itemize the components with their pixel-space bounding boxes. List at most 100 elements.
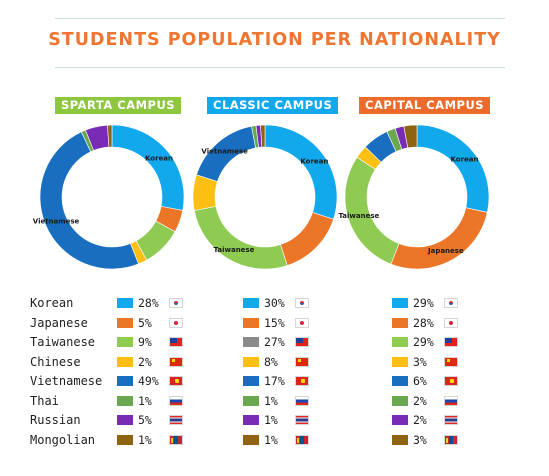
color-swatch [392, 317, 408, 328]
percentage-value: 28% [413, 315, 434, 330]
mongolia-flag-icon [295, 434, 309, 445]
color-swatch [117, 356, 133, 367]
pct-cell-taiwanese-sparta: 9% [117, 334, 183, 350]
percentage-value: 3% [413, 432, 427, 447]
donut-slice-classic-taiwanese [193, 206, 288, 270]
percentage-value: 1% [138, 393, 152, 408]
nationality-label-russian: Russian [30, 413, 81, 427]
pct-cell-korean-capital: 29% [392, 295, 458, 311]
russia-flag-icon [295, 395, 309, 406]
donut-slice-capital-japanese [390, 207, 488, 270]
color-swatch [392, 376, 408, 386]
nationality-label-thai: Thai [30, 393, 59, 408]
color-swatch [392, 298, 408, 308]
pct-cell-chinese-sparta: 2% [117, 354, 183, 370]
percentage-value: 27% [264, 335, 285, 349]
color-swatch [117, 317, 133, 328]
pct-cell-vietnamese-capital: 6% [392, 373, 458, 389]
donut-label-classic-taiwanese: Taiwanese [214, 246, 255, 254]
color-swatch [117, 415, 133, 425]
pct-cell-taiwanese-classic: 27% [243, 334, 309, 350]
percentage-value: 17% [264, 374, 285, 388]
color-swatch [243, 337, 259, 347]
donut-label-capital-korean: Korean [451, 155, 479, 163]
pct-cell-japanese-sparta: 5% [117, 315, 183, 331]
percentage-value: 8% [264, 354, 278, 369]
donut-slice-capital-taiwanese [344, 156, 400, 265]
color-swatch [243, 415, 259, 425]
pct-cell-taiwanese-capital: 29% [392, 334, 458, 350]
color-swatch [392, 434, 408, 445]
color-swatch [243, 298, 259, 308]
percentage-value: 28% [138, 296, 159, 310]
pct-cell-thai-sparta: 1% [117, 393, 183, 409]
thailand-flag-icon [444, 415, 458, 425]
bottom-divider [55, 67, 505, 68]
percentage-value: 3% [413, 354, 427, 369]
percentage-value: 2% [413, 413, 427, 427]
donut-charts: Korean Vietnamese Korean Taiwanese Vietnames… [33, 124, 490, 270]
pct-cell-thai-classic: 1% [243, 393, 309, 409]
taiwan-flag-icon [444, 337, 458, 347]
donut-label-sparta-korean: Korean [145, 155, 173, 163]
taiwan-flag-icon [295, 337, 309, 347]
vietnam-flag-icon [444, 376, 458, 386]
china-flag-icon [169, 356, 183, 367]
percentage-value: 1% [264, 432, 278, 447]
nationality-label-chinese: Chinese [30, 354, 81, 369]
percentage-value: 29% [413, 296, 434, 310]
korea-flag-icon [444, 298, 458, 308]
percentage-value: 15% [264, 315, 285, 330]
top-divider [55, 18, 505, 19]
percentage-value: 5% [138, 315, 152, 330]
nationality-label-vietnamese: Vietnamese [30, 374, 103, 388]
vietnam-flag-icon [295, 376, 309, 386]
china-flag-icon [444, 356, 458, 367]
mongolia-flag-icon [444, 434, 458, 445]
donut-label-sparta-vietnamese: Vietnamese [33, 218, 80, 226]
pct-cell-russian-capital: 2% [392, 412, 458, 428]
color-swatch [392, 415, 408, 425]
pct-cell-chinese-capital: 3% [392, 354, 458, 370]
thailand-flag-icon [169, 415, 183, 425]
pct-cell-japanese-classic: 15% [243, 315, 309, 331]
donut-label-capital-japanese: Japanese [427, 247, 464, 255]
donut-label-capital-taiwanese: Taiwanese [338, 212, 379, 220]
color-swatch [392, 337, 408, 347]
pct-cell-korean-sparta: 28% [117, 295, 183, 311]
percentage-value: 9% [138, 335, 152, 349]
pct-cell-vietnamese-classic: 17% [243, 373, 309, 389]
japan-flag-icon [169, 317, 183, 328]
percentage-value: 30% [264, 296, 285, 310]
pct-cell-thai-capital: 2% [392, 393, 458, 409]
vietnam-flag-icon [169, 376, 183, 386]
donut-label-classic-vietnamese: Vietnamese [201, 148, 248, 156]
color-swatch [117, 376, 133, 386]
color-swatch [243, 317, 259, 328]
pct-cell-chinese-classic: 8% [243, 354, 309, 370]
percentage-value: 5% [138, 413, 152, 427]
color-swatch [117, 395, 133, 406]
nationality-label-japanese: Japanese [30, 315, 88, 330]
donut-slice-classic-korean [264, 124, 338, 220]
mongolia-flag-icon [169, 434, 183, 445]
color-swatch [243, 395, 259, 406]
japan-flag-icon [444, 317, 458, 328]
pct-cell-mongolian-sparta: 1% [117, 432, 183, 448]
color-swatch [392, 356, 408, 367]
color-swatch [117, 337, 133, 347]
percentage-value: 2% [413, 393, 427, 408]
percentage-value: 29% [413, 335, 434, 349]
pct-cell-korean-classic: 30% [243, 295, 309, 311]
china-flag-icon [295, 356, 309, 367]
sparta-campus-label: SPARTA CAMPUS [55, 97, 182, 114]
donut-slice-classic-japanese [280, 212, 334, 266]
russia-flag-icon [444, 395, 458, 406]
donut-slice-sparta-vietnamese [39, 131, 139, 270]
percentage-value: 1% [264, 393, 278, 408]
color-swatch [243, 356, 259, 367]
chart-title: STUDENTS POPULATION PER NATIONALITY [48, 30, 501, 50]
donut-slice-capital-korean [416, 124, 490, 213]
nationality-label-mongolian: Mongolian [30, 432, 96, 447]
donut-label-classic-korean: Korean [300, 158, 328, 166]
